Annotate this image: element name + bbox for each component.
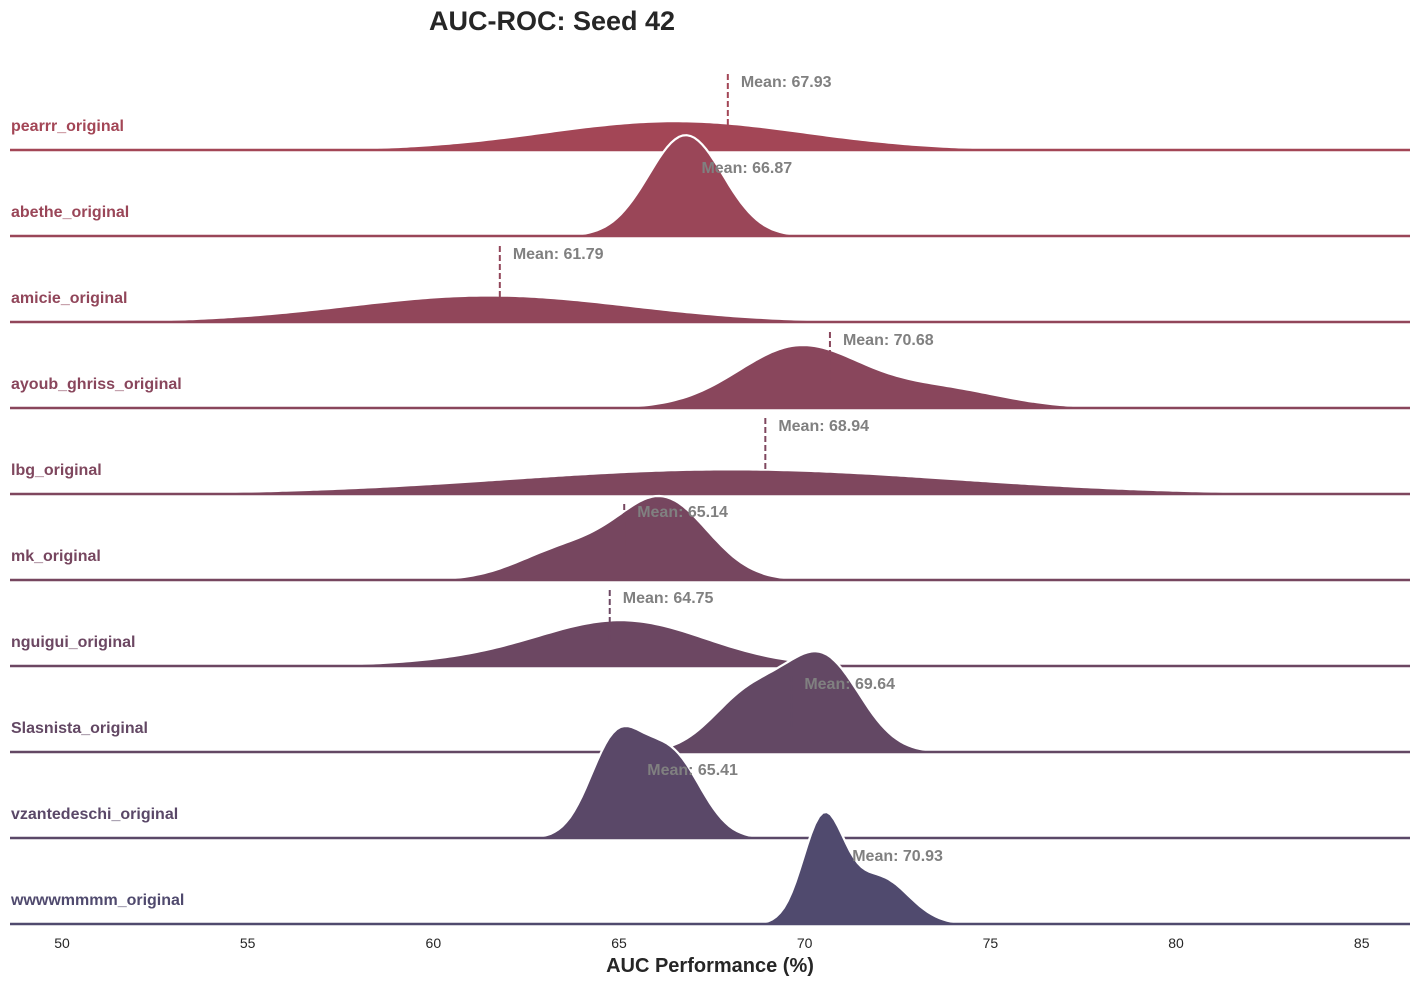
mean-label: Mean: 65.14 — [637, 504, 728, 521]
row-label: amicie_original — [11, 290, 128, 307]
row-label: Slasnista_original — [11, 720, 148, 737]
ridge-abethe_original: Mean: 66.87 abethe_original — [10, 134, 1410, 238]
ridge-mk_original: Mean: 65.14 mk_original — [10, 494, 1410, 582]
ridge-pearrr_original: Mean: 67.93 pearrr_original — [10, 74, 1410, 152]
mean-label: Mean: 70.68 — [843, 332, 934, 349]
mean-label: Mean: 66.87 — [701, 160, 792, 177]
ridge-lbg_original: Mean: 68.94 lbg_original — [8, 418, 1410, 496]
row-label: pearrr_original — [11, 118, 124, 135]
ridge-amicie_original: Mean: 61.79 amicie_original — [8, 246, 1410, 324]
row-label: mk_original — [11, 548, 101, 565]
mean-label: Mean: 64.75 — [623, 590, 714, 607]
density-area — [10, 726, 1410, 838]
x-tick-label: 60 — [426, 935, 442, 951]
density-area — [10, 121, 1410, 150]
x-axis-label: AUC Performance (%) — [606, 955, 814, 977]
mean-label: Mean: 69.64 — [804, 676, 895, 693]
ridge-ayoub_ghriss_original: Mean: 70.68 ayoub_ghriss_original — [10, 332, 1410, 410]
x-tick-label: 65 — [611, 935, 627, 951]
density-area — [10, 135, 1410, 236]
mean-label: Mean: 67.93 — [741, 74, 832, 91]
ridge-Slasnista_original: Mean: 69.64 Slasnista_original — [10, 650, 1410, 754]
mean-label: Mean: 70.93 — [852, 848, 943, 865]
row-label: abethe_original — [11, 204, 129, 221]
density-area — [10, 620, 1410, 666]
x-tick-label: 55 — [240, 935, 256, 951]
x-axis: 50 55 60 65 70 75 80 85 — [54, 935, 1370, 951]
row-label: lbg_original — [11, 462, 102, 479]
row-label: ayoub_ghriss_original — [11, 376, 182, 393]
x-tick-label: 85 — [1354, 935, 1370, 951]
ridge-vzantedeschi_original: Mean: 65.41 vzantedeschi_original — [10, 724, 1410, 840]
row-label: wwwwmmmm_original — [10, 892, 184, 909]
ridges-group: Mean: 67.93 pearrr_original Mean: 66.87 abe… — [8, 74, 1410, 926]
ridge-nguigui_original: Mean: 64.75 nguigui_original — [10, 590, 1410, 668]
density-area — [10, 295, 1410, 322]
mean-label: Mean: 65.41 — [647, 762, 738, 779]
density-area — [10, 496, 1410, 580]
density-outline — [8, 468, 1410, 495]
density-area — [10, 345, 1410, 408]
x-tick-label: 80 — [1168, 935, 1184, 951]
density-area — [10, 651, 1410, 752]
row-label: nguigui_original — [11, 634, 135, 651]
x-tick-label: 70 — [797, 935, 813, 951]
mean-label: Mean: 68.94 — [778, 418, 869, 435]
row-label: vzantedeschi_original — [11, 806, 178, 823]
ridge-wwwwmmmm_original: Mean: 70.93 wwwwmmmm_original — [10, 810, 1410, 926]
x-tick-label: 50 — [54, 935, 70, 951]
x-tick-label: 75 — [983, 935, 999, 951]
mean-label: Mean: 61.79 — [513, 246, 604, 263]
chart-title: AUC-ROC: Seed 42 — [429, 6, 675, 36]
